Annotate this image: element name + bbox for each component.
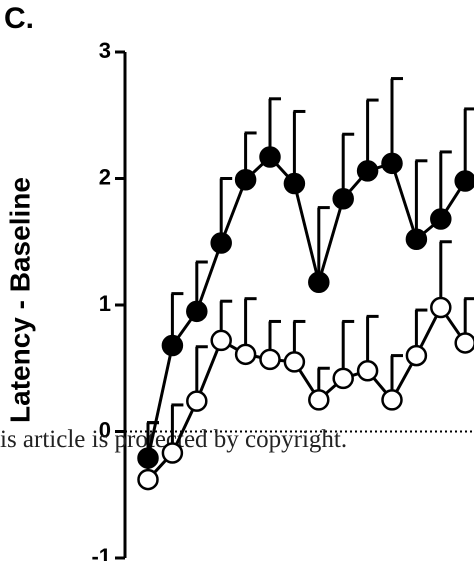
- y-tick-label: 1: [99, 291, 111, 316]
- y-tick-label: -1: [91, 544, 111, 561]
- y-axis-label: Latency - Baseline: [4, 177, 35, 423]
- marker: [234, 343, 257, 366]
- marker: [161, 442, 184, 464]
- marker: [430, 296, 452, 319]
- y-tick-label: 2: [99, 164, 111, 189]
- marker: [283, 172, 306, 195]
- marker: [259, 146, 281, 168]
- marker: [332, 187, 354, 210]
- marker: [283, 351, 306, 373]
- panel-label: C.: [4, 2, 34, 35]
- marker: [381, 389, 403, 411]
- y-tick-label: 3: [99, 38, 111, 63]
- y-tick-label: 0: [99, 417, 111, 442]
- marker: [161, 334, 184, 357]
- marker: [308, 389, 330, 411]
- marker: [405, 228, 428, 250]
- marker: [381, 152, 403, 175]
- marker: [210, 329, 232, 352]
- marker: [186, 390, 208, 412]
- marker: [454, 170, 474, 192]
- marker: [405, 344, 428, 367]
- marker: [454, 332, 474, 354]
- marker: [356, 160, 379, 182]
- series-line: [146, 154, 467, 459]
- marker: [332, 367, 354, 390]
- marker: [186, 300, 208, 323]
- marker: [137, 468, 159, 491]
- marker: [210, 232, 232, 254]
- marker: [430, 208, 452, 230]
- marker: [234, 169, 257, 191]
- marker: [356, 360, 379, 382]
- marker: [308, 271, 330, 293]
- marker: [259, 348, 281, 371]
